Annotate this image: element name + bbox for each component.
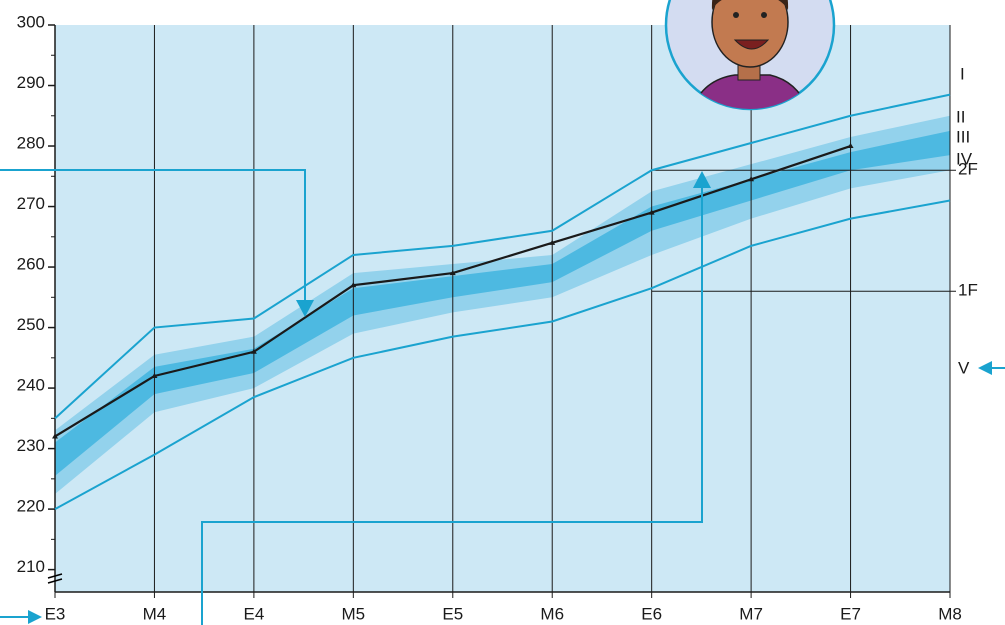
y-tick-label: 300 [17,12,45,31]
y-tick-label: 220 [17,497,45,516]
series-label: I [960,64,965,83]
y-tick-label: 230 [17,436,45,455]
band-label: III [956,127,970,146]
x-tick-label: E4 [243,604,264,623]
band-label: IV [956,149,973,168]
page: {"chart_data": {"type": "line", "categor… [0,0,1005,625]
y-tick-label: 260 [17,255,45,274]
x-tick-label: M8 [938,604,962,623]
series-label: V [958,358,970,377]
y-tick-label: 270 [17,194,45,213]
x-tick-label: E7 [840,604,861,623]
reference-label: 1F [958,281,978,300]
avatar-eye [733,12,739,18]
x-tick-label: M6 [540,604,564,623]
arrow-head [978,361,992,375]
band-label: II [956,107,965,126]
x-tick-label: M7 [739,604,763,623]
chart: E3 M4 E4 M5 E5 M6 E6 M7 E7 M8 210 220 230 240 250 260 27… [0,0,1005,625]
arrow-head [28,610,42,624]
y-tick-label: 240 [17,376,45,395]
x-tick-label: E3 [45,604,66,623]
x-tick-label: E6 [641,604,662,623]
x-tick-label: M5 [342,604,366,623]
x-tick-label: E5 [442,604,463,623]
y-tick-label: 250 [17,315,45,334]
plot-area: E3 M4 E4 M5 E5 M6 E6 M7 E7 M8 210 220 230 240 250 260 27… [17,12,978,623]
y-tick-label: 210 [17,557,45,576]
avatar-eye [761,12,767,18]
plot-background [55,25,950,592]
y-tick-label: 290 [17,73,45,92]
y-tick-label: 280 [17,134,45,153]
x-tick-label: M4 [143,604,167,623]
